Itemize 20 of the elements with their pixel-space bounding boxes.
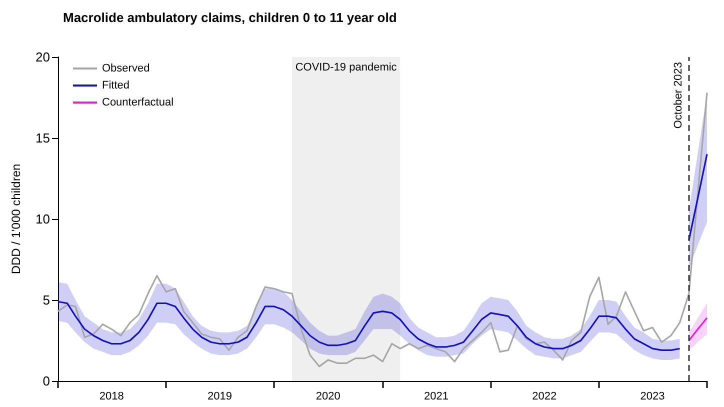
y-tick-label: 10 bbox=[36, 212, 50, 226]
x-tick-label: 2023 bbox=[640, 390, 665, 402]
x-tick-label: 2021 bbox=[424, 390, 449, 402]
line-series bbox=[57, 300, 681, 352]
y-tick-label: 20 bbox=[36, 50, 50, 64]
y-tick-label: 5 bbox=[42, 292, 50, 308]
line-series bbox=[57, 92, 708, 368]
y-tick-label: 0 bbox=[42, 374, 50, 388]
chart-title: Macrolide ambulatory claims, children 0 to 11 year old bbox=[63, 10, 397, 25]
legend-label: Observed bbox=[102, 62, 150, 74]
legend-label: Counterfactual bbox=[102, 96, 174, 108]
legend-label: Fitted bbox=[102, 80, 130, 92]
x-tick-label: 2020 bbox=[316, 390, 340, 402]
band-label: COVID-19 pandemic bbox=[295, 62, 398, 74]
y-axis-title: DDD / 1'000 children bbox=[9, 164, 23, 274]
x-tick-label: 2018 bbox=[99, 390, 124, 402]
y-tick-label: 15 bbox=[36, 130, 50, 146]
ref-line-label: October 2023 bbox=[672, 62, 684, 129]
x-tick-label: 2019 bbox=[207, 390, 232, 402]
x-tick-label: 2022 bbox=[532, 390, 557, 402]
